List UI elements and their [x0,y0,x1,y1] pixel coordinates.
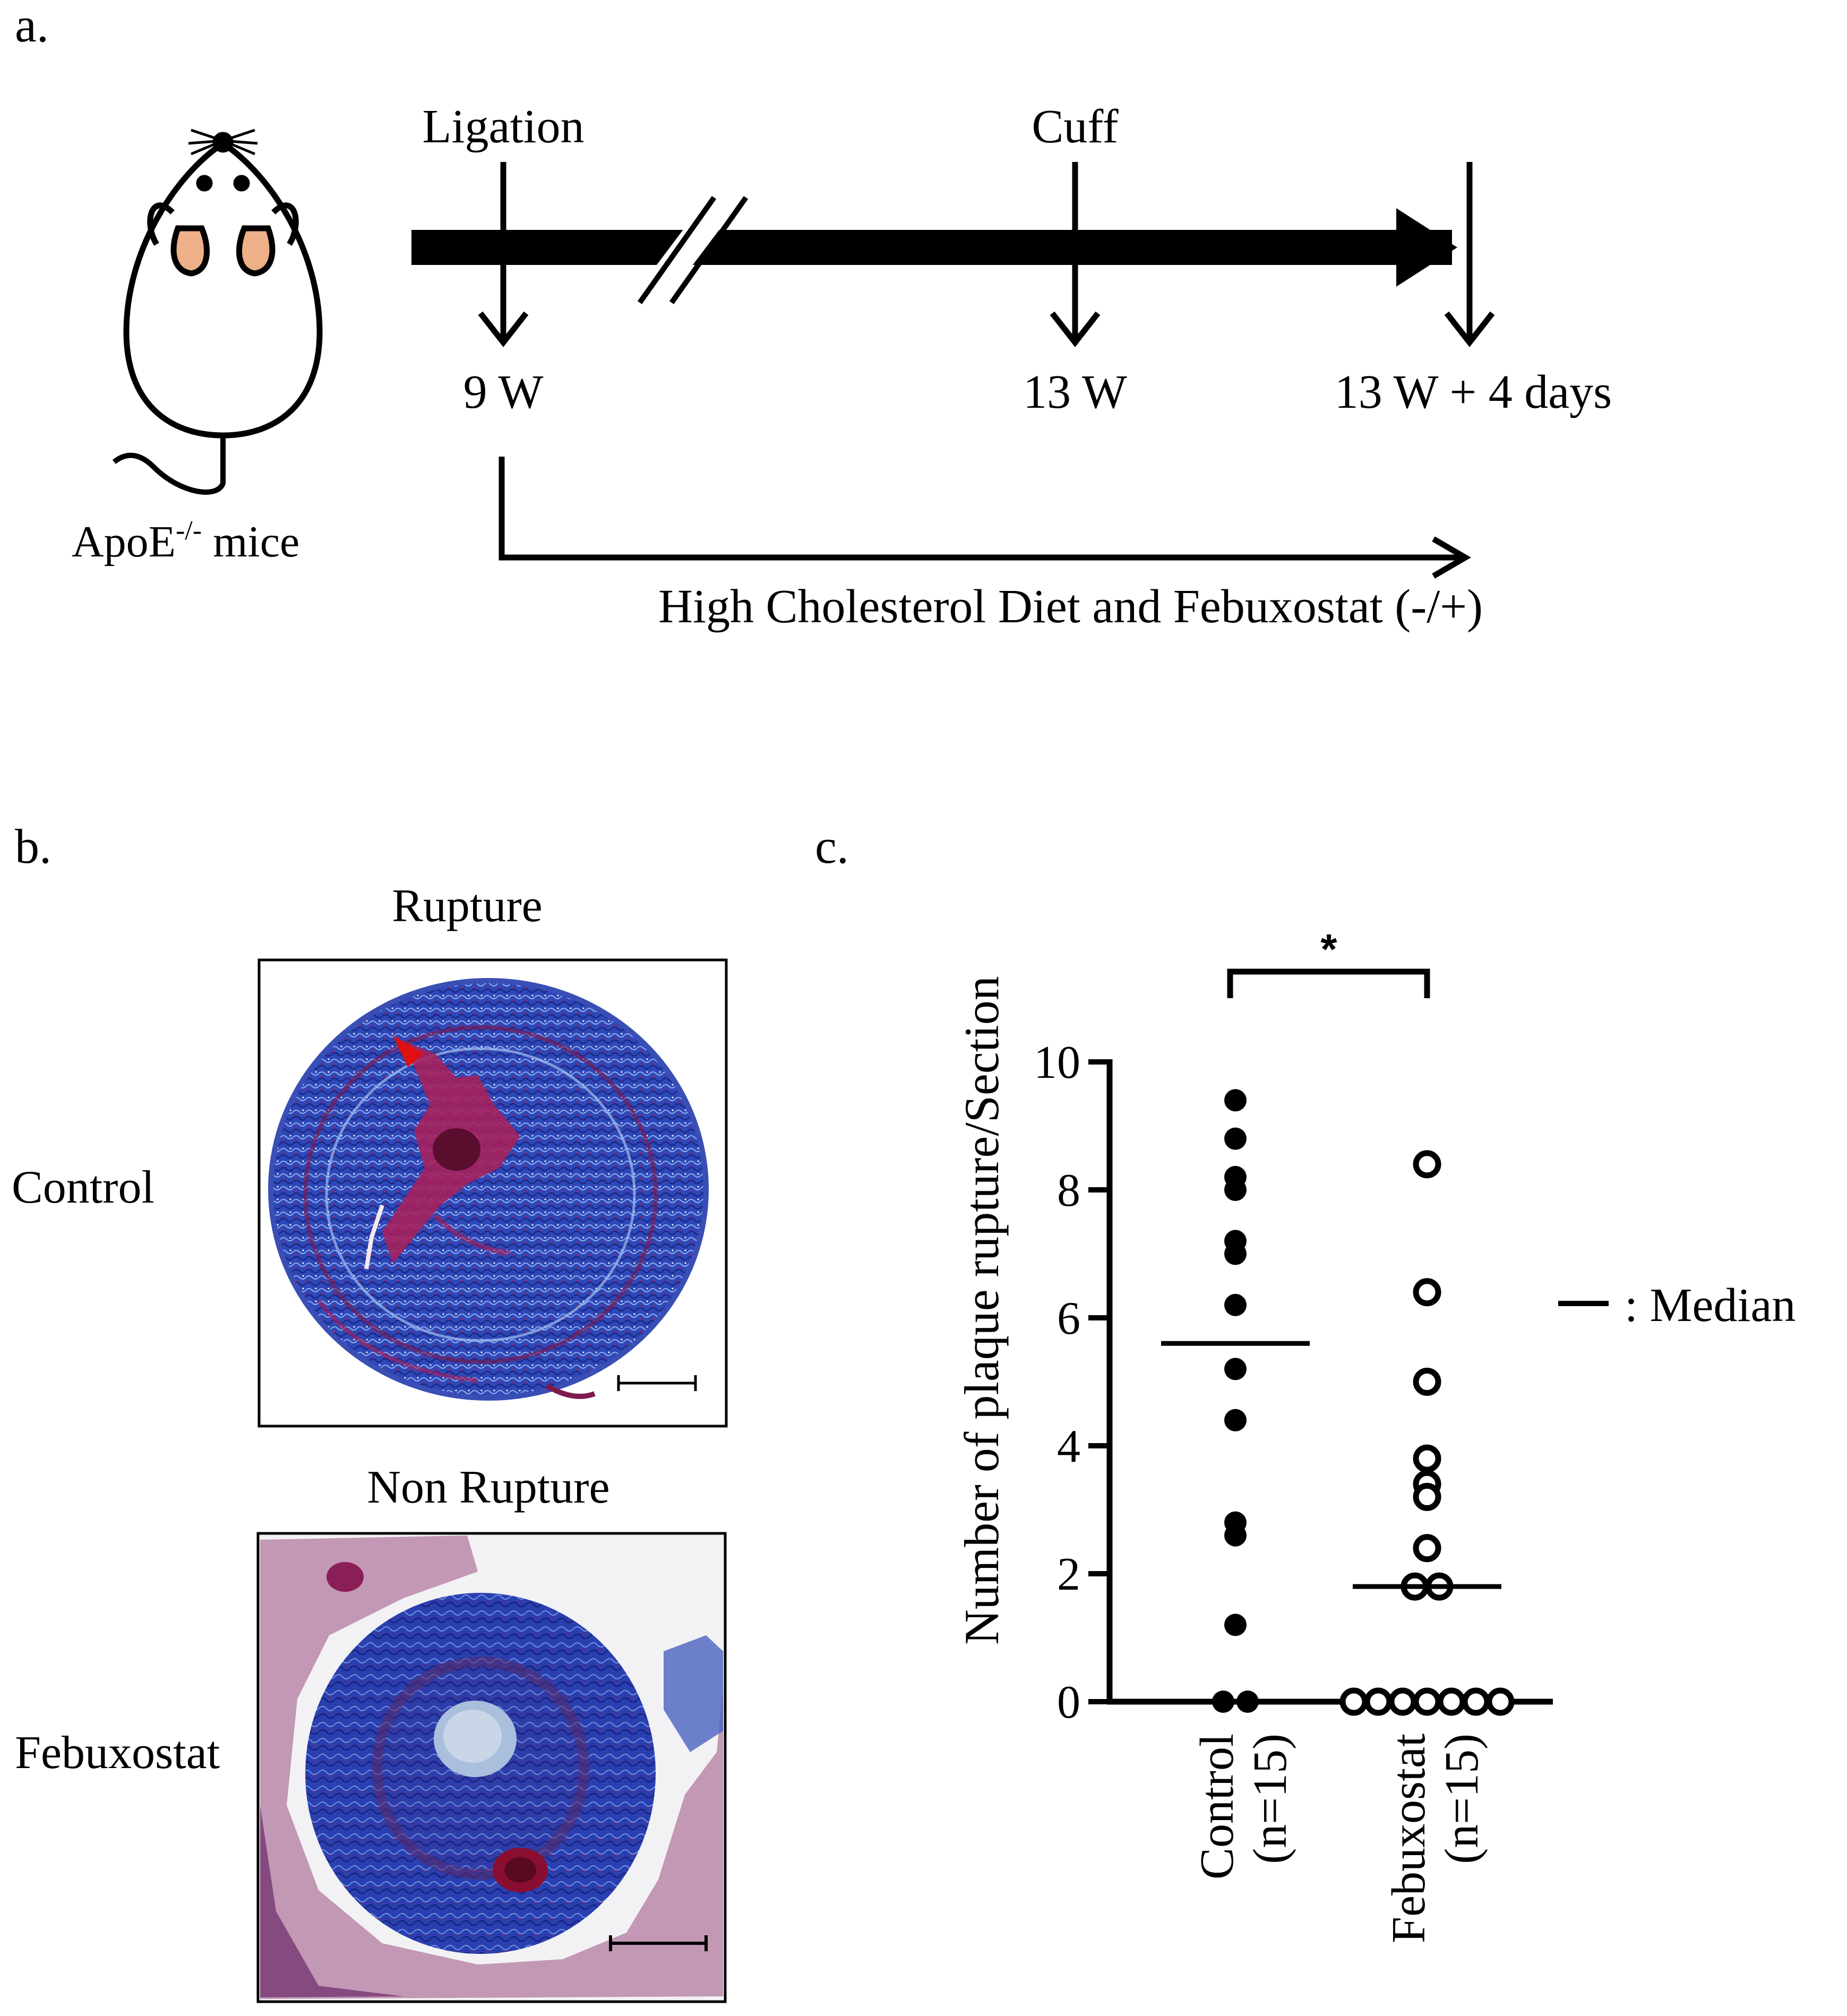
row-label-febuxostat: Febuxostat [15,1727,220,1779]
data-point-control [1224,1293,1247,1316]
data-point-febuxostat [1413,1534,1441,1563]
mouse-label: ApoE-/- mice [72,516,299,567]
data-point-control [1224,1614,1247,1636]
data-point-febuxostat [1437,1687,1466,1716]
event-end: 13 W + 4 days [1335,162,1612,418]
x-category-n-label: (n=15) [1244,1734,1296,1864]
data-point-febuxostat [1413,1482,1441,1511]
data-point-febuxostat [1413,1278,1441,1307]
data-point-control [1224,1230,1247,1253]
non-rupture-title: Non Rupture [367,1462,609,1513]
event-time: 13 W [1023,366,1127,418]
row-label-control: Control [12,1162,154,1213]
event-ligation: Ligation 9 W [423,100,585,418]
y-tick-label: 10 [1034,1037,1080,1088]
data-point-febuxostat [1462,1687,1490,1716]
data-point-control [1236,1691,1259,1713]
data-point-control [1224,1358,1247,1380]
data-point-control [1212,1691,1234,1713]
significance-star: * [1320,925,1337,973]
event-label: Ligation [423,100,585,153]
x-category-label: Control [1191,1734,1243,1880]
histology-image-non-rupture [256,1532,727,2003]
treatment-label: High Cholesterol Diet and Febuxostat (-/… [658,580,1483,633]
rupture-arrowhead-icon [393,1035,424,1067]
y-tick-label: 0 [1057,1677,1080,1728]
event-cuff: Cuff 13 W [1023,100,1127,418]
data-point-febuxostat [1413,1444,1441,1473]
x-category-n-label: (n=15) [1436,1734,1488,1864]
histology-image-rupture [257,958,728,1428]
data-point-febuxostat [1364,1687,1393,1716]
data-point-febuxostat [1339,1687,1368,1716]
data-point-control [1224,1127,1247,1150]
data-point-febuxostat [1486,1687,1515,1716]
panel-a-label: a. [15,0,49,52]
panel-c-label: c. [815,819,849,873]
y-axis-label: Number of plaque rupture/Section [955,976,1009,1645]
data-point-control [1224,1409,1247,1431]
timeline-arrow [411,196,1457,304]
event-time: 9 W [463,366,544,418]
y-tick-label: 2 [1057,1549,1080,1600]
data-point-febuxostat [1413,1150,1441,1179]
data-point-control [1224,1089,1247,1112]
data-point-control [1224,1165,1247,1188]
panel-b-label: b. [15,819,51,873]
data-point-febuxostat [1413,1368,1441,1396]
event-time: 13 W + 4 days [1335,366,1612,418]
y-tick-label: 6 [1057,1293,1080,1344]
rupture-scatter-chart: Number of plaque rupture/Section 0 2 4 6 8 10… [955,925,1796,1943]
mouse-icon [112,128,323,495]
data-point-febuxostat [1413,1687,1441,1716]
event-label: Cuff [1032,100,1118,153]
data-point-control [1224,1524,1247,1547]
x-category-label: Febuxostat [1382,1734,1435,1943]
data-point-febuxostat [1388,1687,1417,1716]
median-legend: : Median [1558,1279,1796,1332]
significance-bracket: * [1227,925,1430,998]
y-tick-label: 8 [1057,1165,1080,1216]
y-tick-label: 4 [1057,1421,1080,1472]
treatment-arrow: High Cholesterol Diet and Febuxostat (-/… [499,457,1483,633]
legend-median-label: : Median [1625,1279,1796,1332]
rupture-title: Rupture [392,880,543,932]
